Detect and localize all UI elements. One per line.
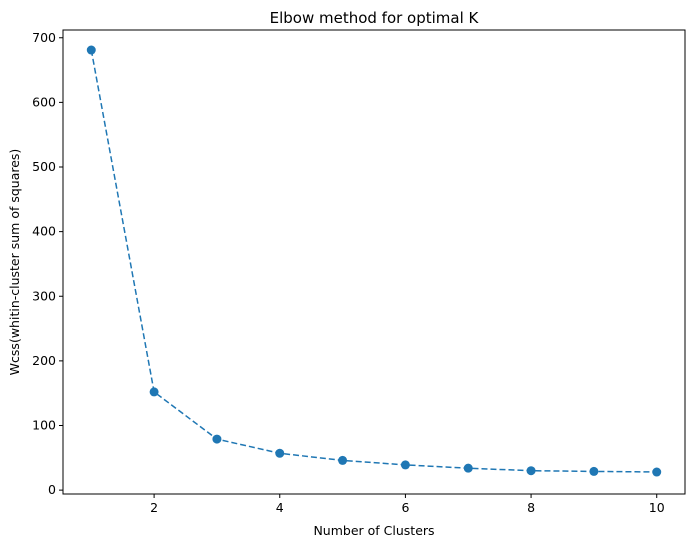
y-tick-label: 500 (32, 159, 56, 174)
y-tick-label: 700 (32, 30, 56, 45)
x-tick-label: 10 (649, 500, 665, 515)
y-tick-label: 400 (32, 224, 56, 239)
x-tick-label: 6 (401, 500, 409, 515)
x-axis-ticks: 2 4 6 8 10 (150, 494, 665, 515)
y-axis-label: Wcss(whitin-cluster sum of squares) (7, 149, 22, 376)
data-point (86, 45, 96, 55)
chart-title: Elbow method for optimal K (270, 9, 480, 27)
data-point (463, 463, 473, 473)
x-axis-label: Number of Clusters (313, 523, 434, 538)
x-tick-label: 2 (150, 500, 158, 515)
y-tick-label: 100 (32, 417, 56, 432)
wcss-markers (86, 45, 662, 477)
x-tick-label: 8 (527, 500, 535, 515)
data-point (400, 460, 410, 470)
y-tick-label: 0 (48, 482, 56, 497)
y-tick-label: 200 (32, 353, 56, 368)
wcss-line (90, 49, 657, 473)
y-tick-label: 300 (32, 288, 56, 303)
data-point (652, 467, 662, 477)
data-point (149, 387, 159, 397)
y-axis-ticks: 0 100 200 300 400 500 600 700 (32, 30, 63, 497)
y-tick-label: 600 (32, 94, 56, 109)
data-point (526, 466, 536, 476)
data-point (275, 448, 285, 458)
data-point (338, 455, 348, 465)
x-tick-label: 4 (276, 500, 284, 515)
plot-area (62, 29, 686, 495)
data-point (212, 434, 222, 444)
data-point (589, 466, 599, 476)
